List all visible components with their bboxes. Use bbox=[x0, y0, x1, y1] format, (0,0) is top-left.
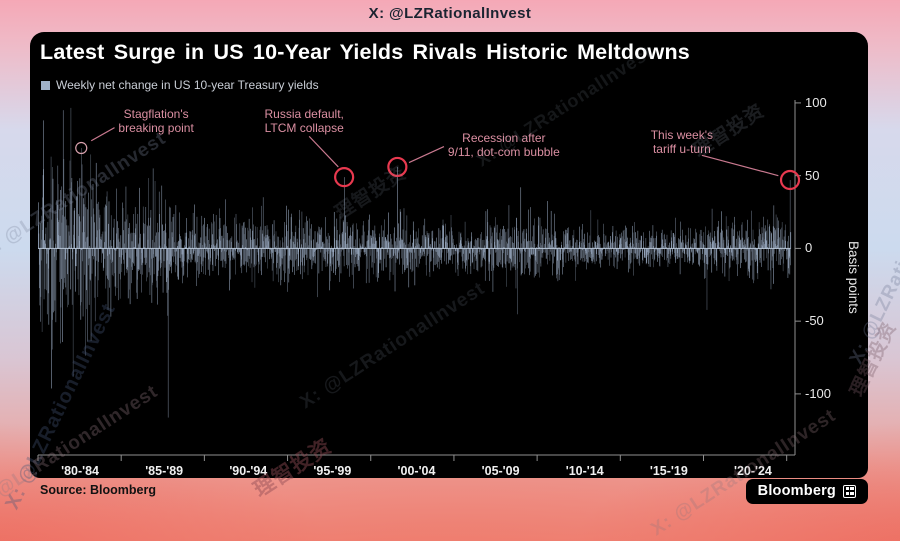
x-tick-label: '95-'99 bbox=[313, 464, 352, 478]
x-tick-label: '80-'84 bbox=[61, 464, 100, 478]
bloomberg-grid-icon bbox=[843, 484, 856, 498]
chart-panel: Latest Surge in US 10-Year Yields Rivals… bbox=[30, 32, 868, 478]
chart-legend: Weekly net change in US 10-year Treasury… bbox=[41, 78, 319, 92]
y-tick-label: 100 bbox=[805, 94, 827, 110]
annotation-label: Recession after 9/11, dot-com bubble bbox=[447, 130, 560, 159]
y-tick-label: -100 bbox=[805, 385, 832, 401]
spike-circle bbox=[334, 167, 355, 188]
x-tick-label: '10-'14 bbox=[565, 464, 604, 478]
x-tick-label: '20-'24 bbox=[733, 464, 772, 478]
annotation-label: Russia default, LTCM collapse bbox=[264, 107, 344, 136]
x-tick-label: '90-'94 bbox=[229, 464, 268, 478]
chart-title: Latest Surge in US 10-Year Yields Rivals… bbox=[40, 40, 690, 64]
watermark-top: X: @LZRationalInvest bbox=[368, 5, 532, 22]
legend-label: Weekly net change in US 10-year Treasury… bbox=[56, 78, 319, 92]
source-note: Source: Bloomberg bbox=[40, 483, 156, 497]
y-axis-title: Basis points bbox=[846, 241, 861, 314]
axes-overlay bbox=[37, 100, 801, 461]
annotation-label: This week's tariff u-turn bbox=[650, 127, 714, 156]
x-tick-label: '15-'19 bbox=[649, 464, 688, 478]
y-tick-label: 50 bbox=[805, 167, 820, 183]
x-tick-label: '05-'09 bbox=[481, 464, 520, 478]
legend-swatch bbox=[41, 80, 50, 90]
spike-circle bbox=[75, 141, 88, 155]
bloomberg-logo: Bloomberg bbox=[745, 479, 868, 504]
y-tick-label: 0 bbox=[805, 240, 813, 256]
annotation-label: Stagflation's breaking point bbox=[118, 107, 194, 136]
plot-area: 100 50 0 -50 -100 '80-'84 '85-'89 '90-'94 '95-'9… bbox=[37, 95, 831, 478]
spike-circle bbox=[779, 169, 801, 191]
y-tick-label: -50 bbox=[805, 313, 824, 329]
bloomberg-wordmark: Bloomberg bbox=[757, 483, 836, 499]
spike-circle bbox=[387, 156, 408, 178]
x-tick-label: '00-'04 bbox=[397, 464, 436, 478]
x-tick-label: '85-'89 bbox=[145, 464, 184, 478]
